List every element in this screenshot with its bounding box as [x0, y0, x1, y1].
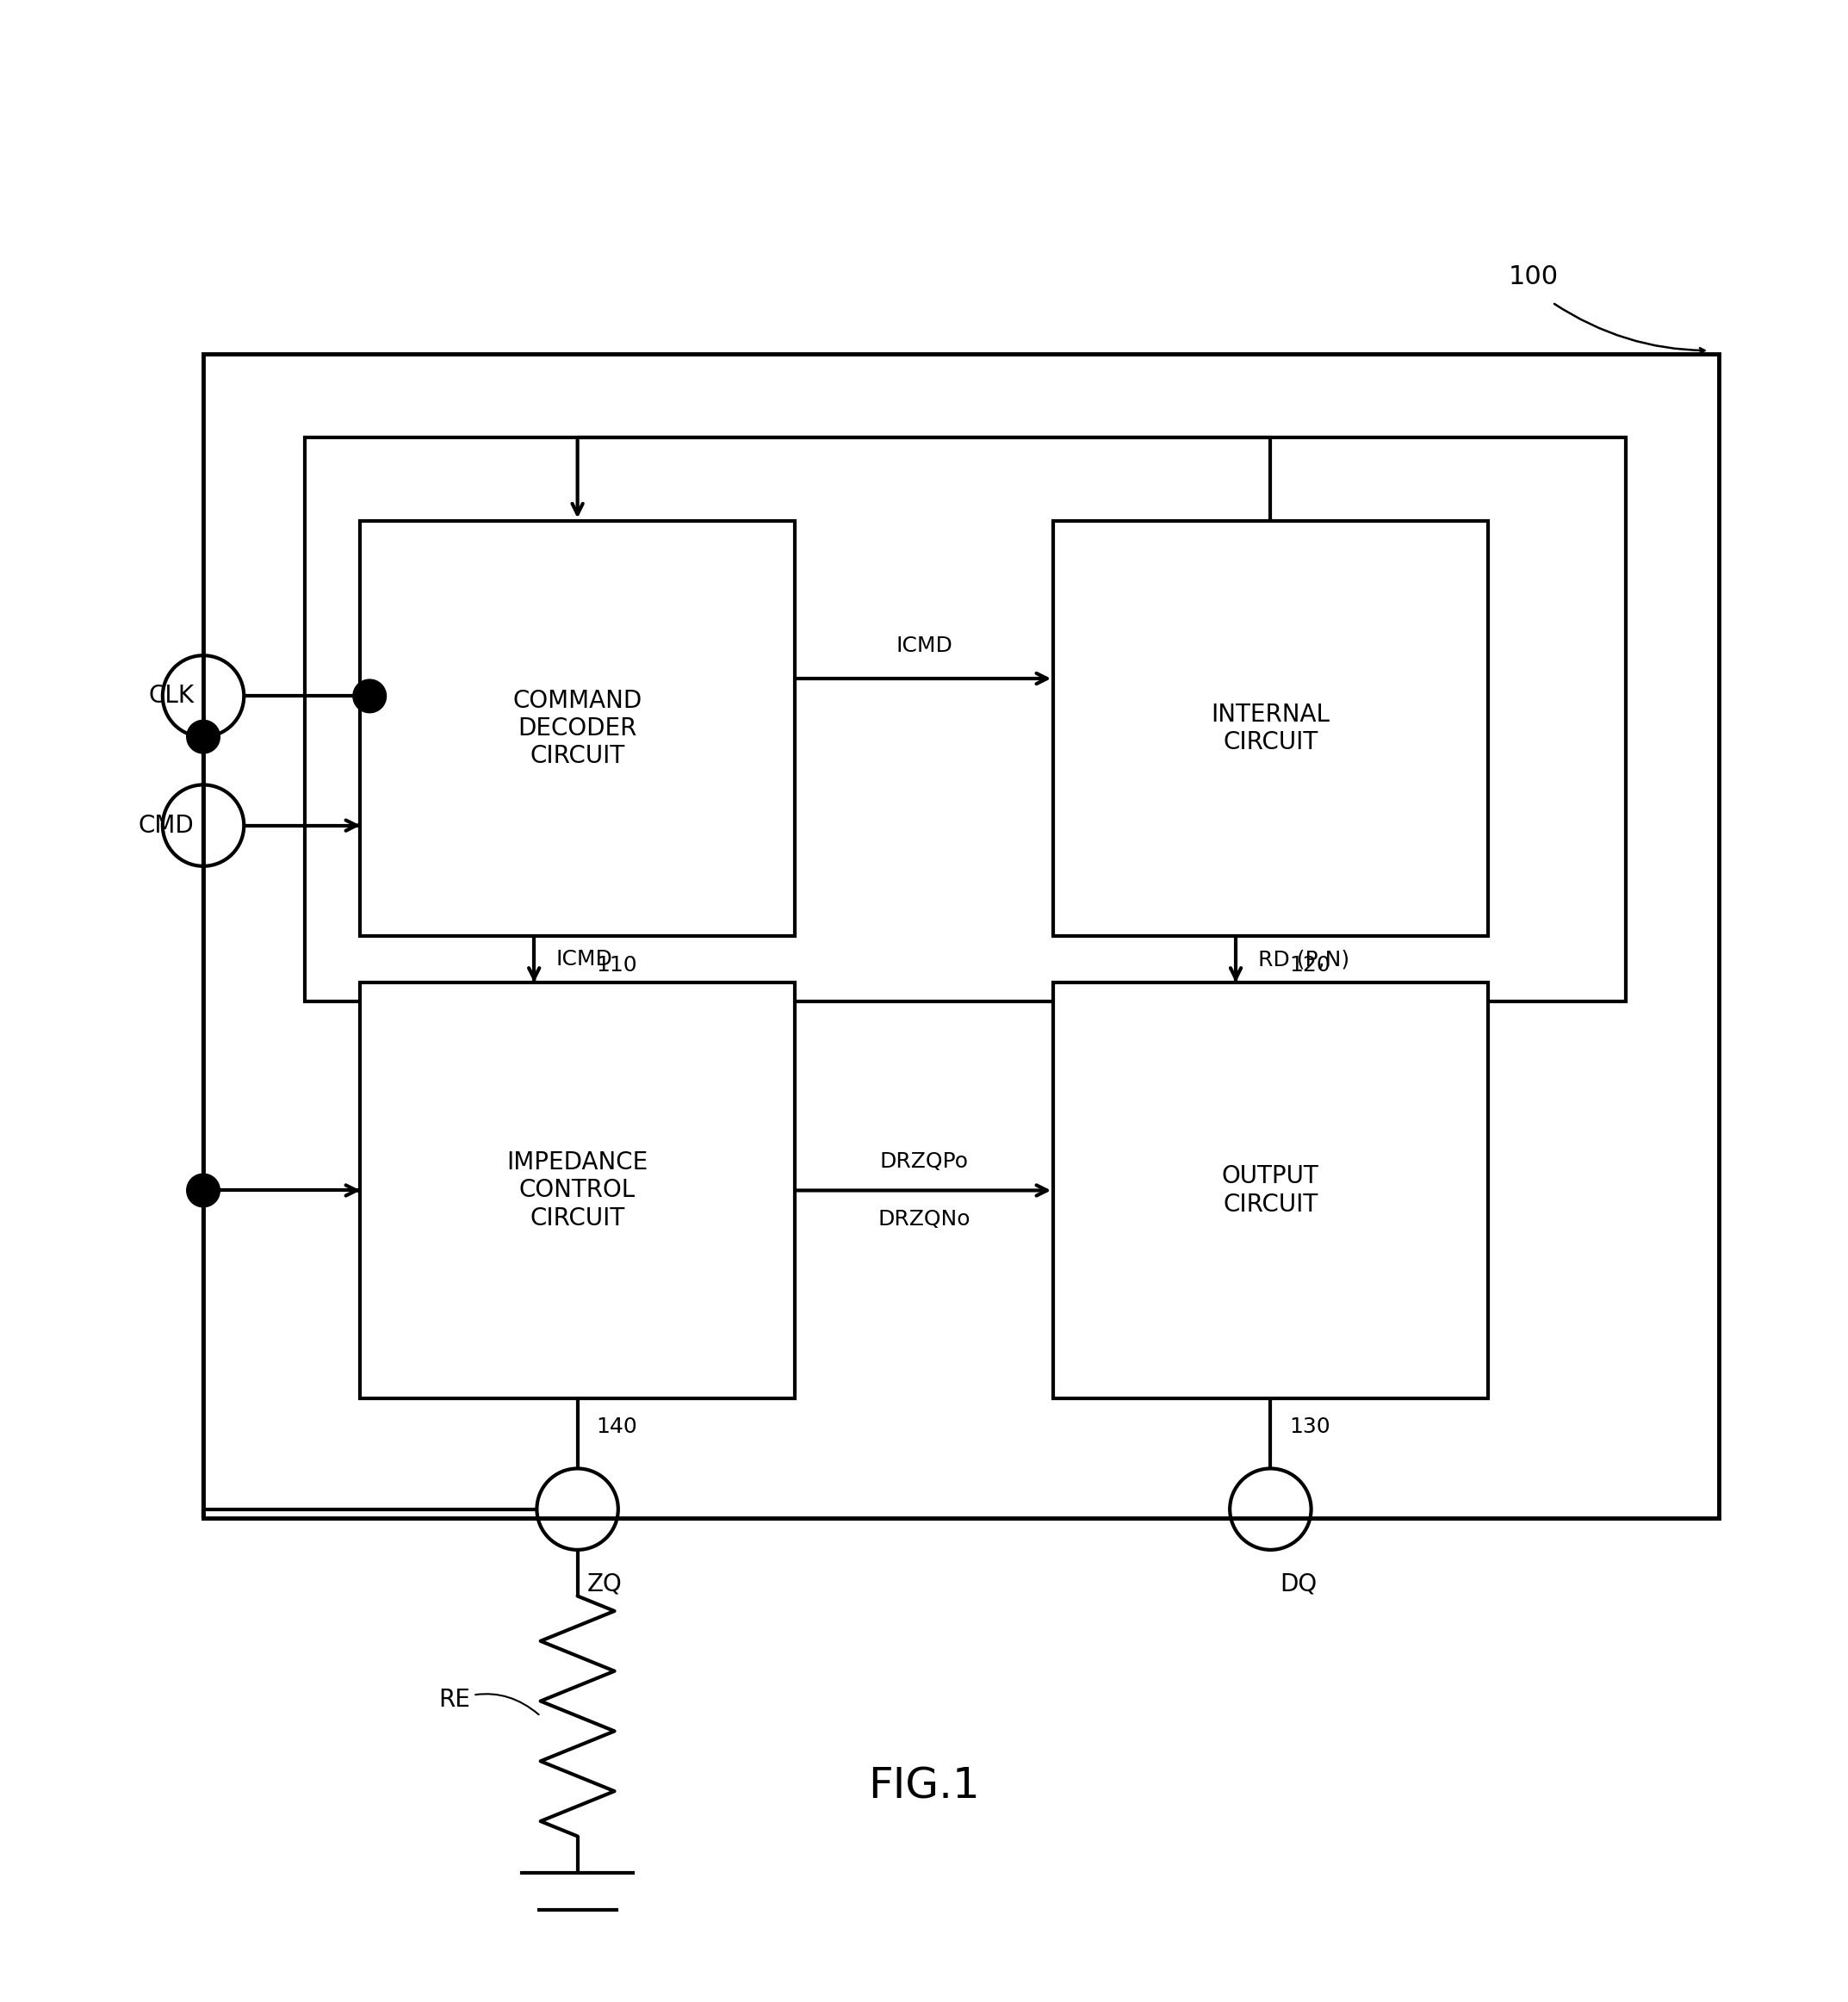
Text: DQ: DQ [1279, 1572, 1318, 1596]
Bar [1053, 521, 1488, 937]
Text: INTERNAL
CIRCUIT: INTERNAL CIRCUIT [1210, 703, 1331, 755]
Circle shape [187, 721, 220, 753]
Text: FIG.1: FIG.1 [869, 1766, 979, 1808]
Circle shape [187, 1173, 220, 1207]
Bar [360, 521, 795, 937]
Text: ICMD: ICMD [556, 949, 614, 969]
Bar [1053, 983, 1488, 1397]
Bar [360, 983, 795, 1397]
Bar [305, 436, 1626, 1001]
Circle shape [353, 679, 386, 713]
Text: ICMD: ICMD [896, 637, 952, 657]
Text: RD (P,N): RD (P,N) [1258, 949, 1349, 969]
Text: CLK: CLK [148, 685, 194, 709]
Text: IMPEDANCE
CONTROL
CIRCUIT: IMPEDANCE CONTROL CIRCUIT [506, 1151, 649, 1231]
Text: OUTPUT
CIRCUIT: OUTPUT CIRCUIT [1222, 1165, 1319, 1217]
Text: COMMAND
DECODER
CIRCUIT: COMMAND DECODER CIRCUIT [512, 689, 643, 769]
Text: 100: 100 [1508, 264, 1560, 290]
Text: 130: 130 [1290, 1417, 1331, 1437]
Text: 120: 120 [1290, 955, 1331, 975]
Bar [203, 354, 1719, 1518]
Text: RE: RE [438, 1688, 540, 1714]
Text: DRZQPo: DRZQPo [880, 1151, 968, 1171]
Text: 110: 110 [595, 955, 638, 975]
Text: 140: 140 [595, 1417, 638, 1437]
Text: DRZQNo: DRZQNo [878, 1209, 970, 1229]
Text: ZQ: ZQ [588, 1572, 621, 1596]
Text: CMD: CMD [139, 813, 194, 837]
